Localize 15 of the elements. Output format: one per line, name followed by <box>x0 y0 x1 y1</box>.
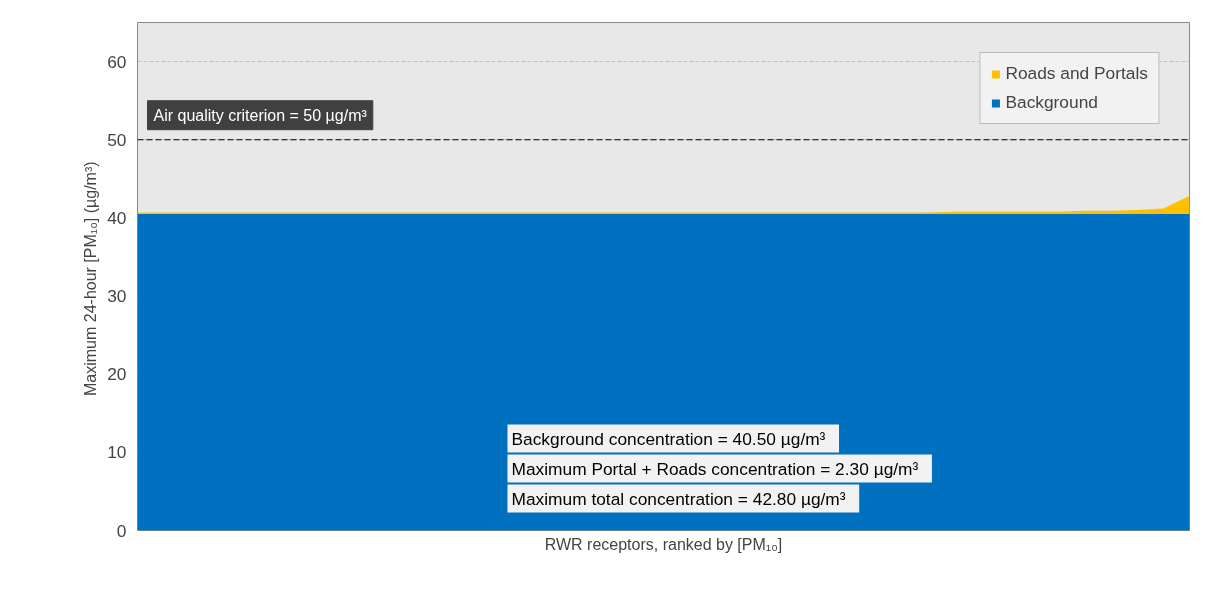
y-tick-label: 0 <box>116 520 127 541</box>
annotation: Maximum total concentration = 42.80 µg/m³ <box>511 488 846 509</box>
y-axis-title: Maximum 24-hour [PM₁₀] (µg/m³) <box>82 161 100 397</box>
annotation: Background concentration = 40.50 µg/m³ <box>511 428 826 449</box>
ref-line-label: Air quality criterion = 50 µg/m³ <box>153 106 368 124</box>
y-tick-label: 10 <box>107 442 127 463</box>
y-tick-label: 40 <box>107 207 127 228</box>
y-tick-label: 60 <box>107 51 127 72</box>
annotation: Maximum Portal + Roads concentration = 2.30 µg/m³ <box>511 458 919 479</box>
y-tick-label: 20 <box>107 364 127 385</box>
y-tick-label: 30 <box>107 286 127 307</box>
y-tick-label: 50 <box>107 129 127 150</box>
x-axis-title: RWR receptors, ranked by [PM₁₀] <box>544 535 783 553</box>
legend-label: Background <box>1005 92 1098 113</box>
legend-label: Roads and Portals <box>1005 63 1148 84</box>
